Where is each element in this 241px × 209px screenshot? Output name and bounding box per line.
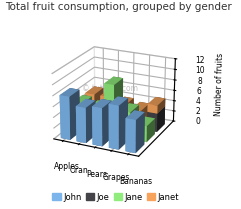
Legend: John, Joe, Jane, Janet: John, Joe, Jane, Janet (49, 189, 182, 205)
Text: © tutlane.com: © tutlane.com (82, 84, 138, 93)
Text: Total fruit consumption, grouped by gender: Total fruit consumption, grouped by gend… (5, 2, 232, 12)
